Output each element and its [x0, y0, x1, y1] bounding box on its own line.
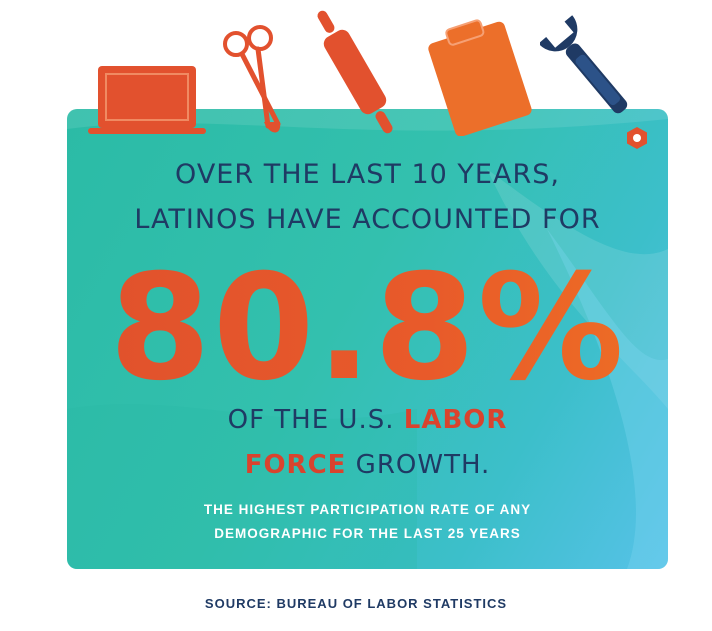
nut-icon — [627, 127, 647, 149]
headline-line-1: OVER THE LAST 10 YEARS, — [175, 159, 560, 190]
headline-line-2: LATINOS HAVE ACCOUNTED FOR — [134, 204, 601, 235]
source-citation: SOURCE: BUREAU OF LABOR STATISTICS — [204, 596, 508, 611]
laptop-icon — [88, 66, 206, 134]
tagline-line-1: OF THE U.S. LABOR — [67, 405, 668, 435]
scissors-icon — [223, 25, 281, 133]
wrench-icon — [540, 15, 628, 114]
subtext-line-1: THE HIGHEST PARTICIPATION RATE OF ANY — [203, 502, 532, 517]
clipboard-icon — [428, 19, 532, 136]
stat-value: 80.8% — [67, 248, 668, 408]
tagline-highlight-labor: LABOR — [403, 405, 508, 435]
tagline-text-growth: GROWTH. — [346, 450, 491, 480]
subtext-line-2: DEMOGRAPHIC FOR THE LAST 25 YEARS — [214, 526, 521, 541]
infographic-card — [67, 109, 668, 569]
tagline-text: OF THE U.S. — [227, 405, 404, 435]
tagline-highlight-force: FORCE — [244, 450, 347, 480]
rolling-pin-icon — [317, 10, 393, 134]
background-waves — [67, 109, 668, 569]
tagline-line-2: FORCE GROWTH. — [67, 450, 668, 480]
